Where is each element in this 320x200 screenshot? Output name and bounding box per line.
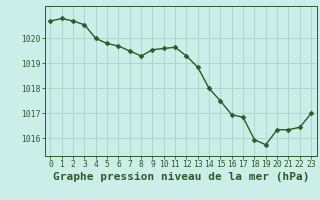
X-axis label: Graphe pression niveau de la mer (hPa): Graphe pression niveau de la mer (hPa) <box>52 172 309 182</box>
